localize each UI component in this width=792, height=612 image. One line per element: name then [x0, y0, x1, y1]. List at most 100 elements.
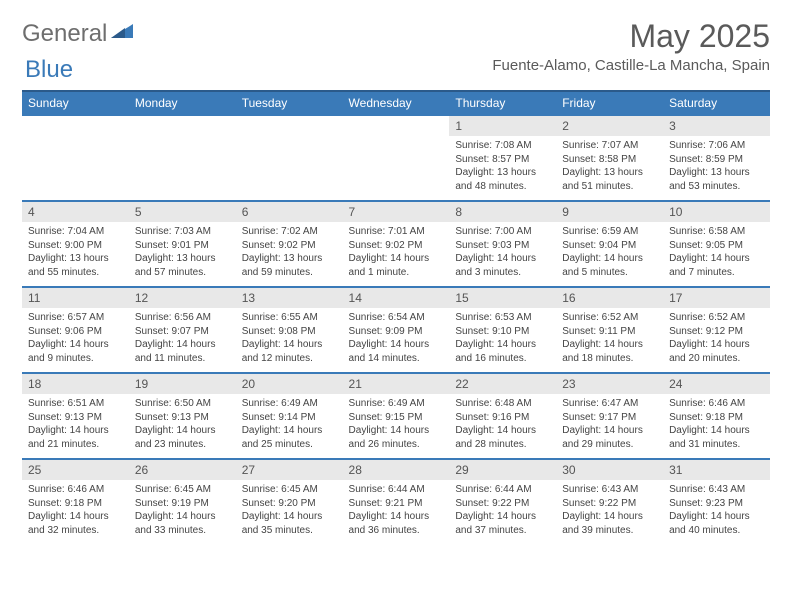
- calendar-day-cell: 11Sunrise: 6:57 AMSunset: 9:06 PMDayligh…: [22, 287, 129, 373]
- calendar-day-cell: 2Sunrise: 7:07 AMSunset: 8:58 PMDaylight…: [556, 115, 663, 201]
- day-detail-line: Sunrise: 6:50 AM: [135, 397, 230, 411]
- calendar-day-cell: 8Sunrise: 7:00 AMSunset: 9:03 PMDaylight…: [449, 201, 556, 287]
- day-detail: Sunrise: 6:52 AMSunset: 9:12 PMDaylight:…: [663, 308, 770, 369]
- day-number: 28: [343, 460, 450, 480]
- day-detail-line: Daylight: 13 hours: [135, 252, 230, 266]
- calendar-header-row: SundayMondayTuesdayWednesdayThursdayFrid…: [22, 91, 770, 115]
- calendar-day-cell: 17Sunrise: 6:52 AMSunset: 9:12 PMDayligh…: [663, 287, 770, 373]
- location-subtitle: Fuente-Alamo, Castille-La Mancha, Spain: [492, 57, 770, 74]
- calendar-week-row: 4Sunrise: 7:04 AMSunset: 9:00 PMDaylight…: [22, 201, 770, 287]
- calendar-day-cell: .: [22, 115, 129, 201]
- month-title: May 2025: [492, 18, 770, 55]
- day-detail-line: Sunrise: 7:02 AM: [242, 225, 337, 239]
- day-number: 31: [663, 460, 770, 480]
- day-detail-line: and 14 minutes.: [349, 352, 444, 366]
- day-number: 6: [236, 202, 343, 222]
- day-detail-line: Sunset: 9:07 PM: [135, 325, 230, 339]
- day-number: 10: [663, 202, 770, 222]
- day-detail-line: and 5 minutes.: [562, 266, 657, 280]
- calendar-day-cell: 7Sunrise: 7:01 AMSunset: 9:02 PMDaylight…: [343, 201, 450, 287]
- day-detail: Sunrise: 6:50 AMSunset: 9:13 PMDaylight:…: [129, 394, 236, 455]
- day-detail-line: and 23 minutes.: [135, 438, 230, 452]
- day-detail-line: and 1 minute.: [349, 266, 444, 280]
- day-detail-line: Sunrise: 7:03 AM: [135, 225, 230, 239]
- day-detail-line: Daylight: 13 hours: [669, 166, 764, 180]
- calendar-day-cell: .: [343, 115, 450, 201]
- day-detail: Sunrise: 7:01 AMSunset: 9:02 PMDaylight:…: [343, 222, 450, 283]
- day-detail-line: Sunset: 9:18 PM: [28, 497, 123, 511]
- day-detail-line: Daylight: 14 hours: [349, 424, 444, 438]
- day-detail-line: Daylight: 14 hours: [669, 252, 764, 266]
- calendar-day-cell: 3Sunrise: 7:06 AMSunset: 8:59 PMDaylight…: [663, 115, 770, 201]
- day-detail: Sunrise: 6:49 AMSunset: 9:15 PMDaylight:…: [343, 394, 450, 455]
- day-detail-line: and 57 minutes.: [135, 266, 230, 280]
- day-detail: Sunrise: 6:44 AMSunset: 9:22 PMDaylight:…: [449, 480, 556, 541]
- day-detail-line: Sunrise: 7:07 AM: [562, 139, 657, 153]
- day-detail-line: Daylight: 14 hours: [669, 510, 764, 524]
- day-number: 1: [449, 116, 556, 136]
- day-detail-line: Sunrise: 7:00 AM: [455, 225, 550, 239]
- day-detail: Sunrise: 6:52 AMSunset: 9:11 PMDaylight:…: [556, 308, 663, 369]
- day-detail-line: and 53 minutes.: [669, 180, 764, 194]
- calendar-day-cell: 13Sunrise: 6:55 AMSunset: 9:08 PMDayligh…: [236, 287, 343, 373]
- day-detail-line: and 32 minutes.: [28, 524, 123, 538]
- day-detail: Sunrise: 6:45 AMSunset: 9:20 PMDaylight:…: [236, 480, 343, 541]
- day-detail: Sunrise: 7:00 AMSunset: 9:03 PMDaylight:…: [449, 222, 556, 283]
- day-detail-line: Sunset: 9:05 PM: [669, 239, 764, 253]
- day-detail-line: Daylight: 14 hours: [562, 338, 657, 352]
- day-detail-line: Sunrise: 6:48 AM: [455, 397, 550, 411]
- day-detail-line: Sunset: 9:08 PM: [242, 325, 337, 339]
- day-detail-line: Sunrise: 6:54 AM: [349, 311, 444, 325]
- calendar-day-cell: .: [236, 115, 343, 201]
- day-detail: Sunrise: 6:53 AMSunset: 9:10 PMDaylight:…: [449, 308, 556, 369]
- calendar-day-cell: 6Sunrise: 7:02 AMSunset: 9:02 PMDaylight…: [236, 201, 343, 287]
- calendar-day-cell: 23Sunrise: 6:47 AMSunset: 9:17 PMDayligh…: [556, 373, 663, 459]
- day-detail-line: Sunset: 9:13 PM: [135, 411, 230, 425]
- day-detail-line: Daylight: 14 hours: [562, 510, 657, 524]
- day-detail-line: Daylight: 14 hours: [28, 338, 123, 352]
- day-detail: Sunrise: 7:07 AMSunset: 8:58 PMDaylight:…: [556, 136, 663, 197]
- day-number: 14: [343, 288, 450, 308]
- day-detail-line: Sunset: 9:16 PM: [455, 411, 550, 425]
- day-number: 27: [236, 460, 343, 480]
- day-detail: Sunrise: 6:58 AMSunset: 9:05 PMDaylight:…: [663, 222, 770, 283]
- day-detail-line: Daylight: 14 hours: [349, 338, 444, 352]
- day-detail-line: Sunset: 9:00 PM: [28, 239, 123, 253]
- day-detail: Sunrise: 7:06 AMSunset: 8:59 PMDaylight:…: [663, 136, 770, 197]
- day-detail-line: Sunrise: 6:46 AM: [28, 483, 123, 497]
- weekday-header: Monday: [129, 91, 236, 115]
- day-detail-line: Daylight: 14 hours: [242, 510, 337, 524]
- day-detail-line: Sunrise: 6:52 AM: [669, 311, 764, 325]
- day-detail-line: Daylight: 14 hours: [135, 424, 230, 438]
- day-detail-line: Daylight: 13 hours: [455, 166, 550, 180]
- day-number: 13: [236, 288, 343, 308]
- day-detail-line: and 40 minutes.: [669, 524, 764, 538]
- weekday-header: Thursday: [449, 91, 556, 115]
- calendar-day-cell: 10Sunrise: 6:58 AMSunset: 9:05 PMDayligh…: [663, 201, 770, 287]
- calendar-day-cell: 1Sunrise: 7:08 AMSunset: 8:57 PMDaylight…: [449, 115, 556, 201]
- day-detail: Sunrise: 6:46 AMSunset: 9:18 PMDaylight:…: [663, 394, 770, 455]
- day-detail-line: Sunrise: 6:58 AM: [669, 225, 764, 239]
- day-detail: Sunrise: 6:47 AMSunset: 9:17 PMDaylight:…: [556, 394, 663, 455]
- day-detail-line: and 31 minutes.: [669, 438, 764, 452]
- day-detail-line: Daylight: 13 hours: [242, 252, 337, 266]
- day-detail-line: and 12 minutes.: [242, 352, 337, 366]
- day-detail-line: Sunrise: 7:04 AM: [28, 225, 123, 239]
- day-detail-line: Sunrise: 6:44 AM: [349, 483, 444, 497]
- day-detail-line: Daylight: 14 hours: [562, 424, 657, 438]
- day-detail-line: Sunset: 9:18 PM: [669, 411, 764, 425]
- calendar-day-cell: 4Sunrise: 7:04 AMSunset: 9:00 PMDaylight…: [22, 201, 129, 287]
- day-detail: Sunrise: 6:59 AMSunset: 9:04 PMDaylight:…: [556, 222, 663, 283]
- calendar-day-cell: 28Sunrise: 6:44 AMSunset: 9:21 PMDayligh…: [343, 459, 450, 545]
- day-detail-line: Sunrise: 6:53 AM: [455, 311, 550, 325]
- day-detail-line: and 7 minutes.: [669, 266, 764, 280]
- day-detail: Sunrise: 6:54 AMSunset: 9:09 PMDaylight:…: [343, 308, 450, 369]
- day-number: 21: [343, 374, 450, 394]
- calendar-week-row: 11Sunrise: 6:57 AMSunset: 9:06 PMDayligh…: [22, 287, 770, 373]
- calendar-day-cell: 14Sunrise: 6:54 AMSunset: 9:09 PMDayligh…: [343, 287, 450, 373]
- calendar-week-row: ....1Sunrise: 7:08 AMSunset: 8:57 PMDayl…: [22, 115, 770, 201]
- day-detail-line: Sunset: 9:17 PM: [562, 411, 657, 425]
- day-detail-line: Sunrise: 6:45 AM: [242, 483, 337, 497]
- day-detail-line: Daylight: 14 hours: [669, 338, 764, 352]
- day-number: 2: [556, 116, 663, 136]
